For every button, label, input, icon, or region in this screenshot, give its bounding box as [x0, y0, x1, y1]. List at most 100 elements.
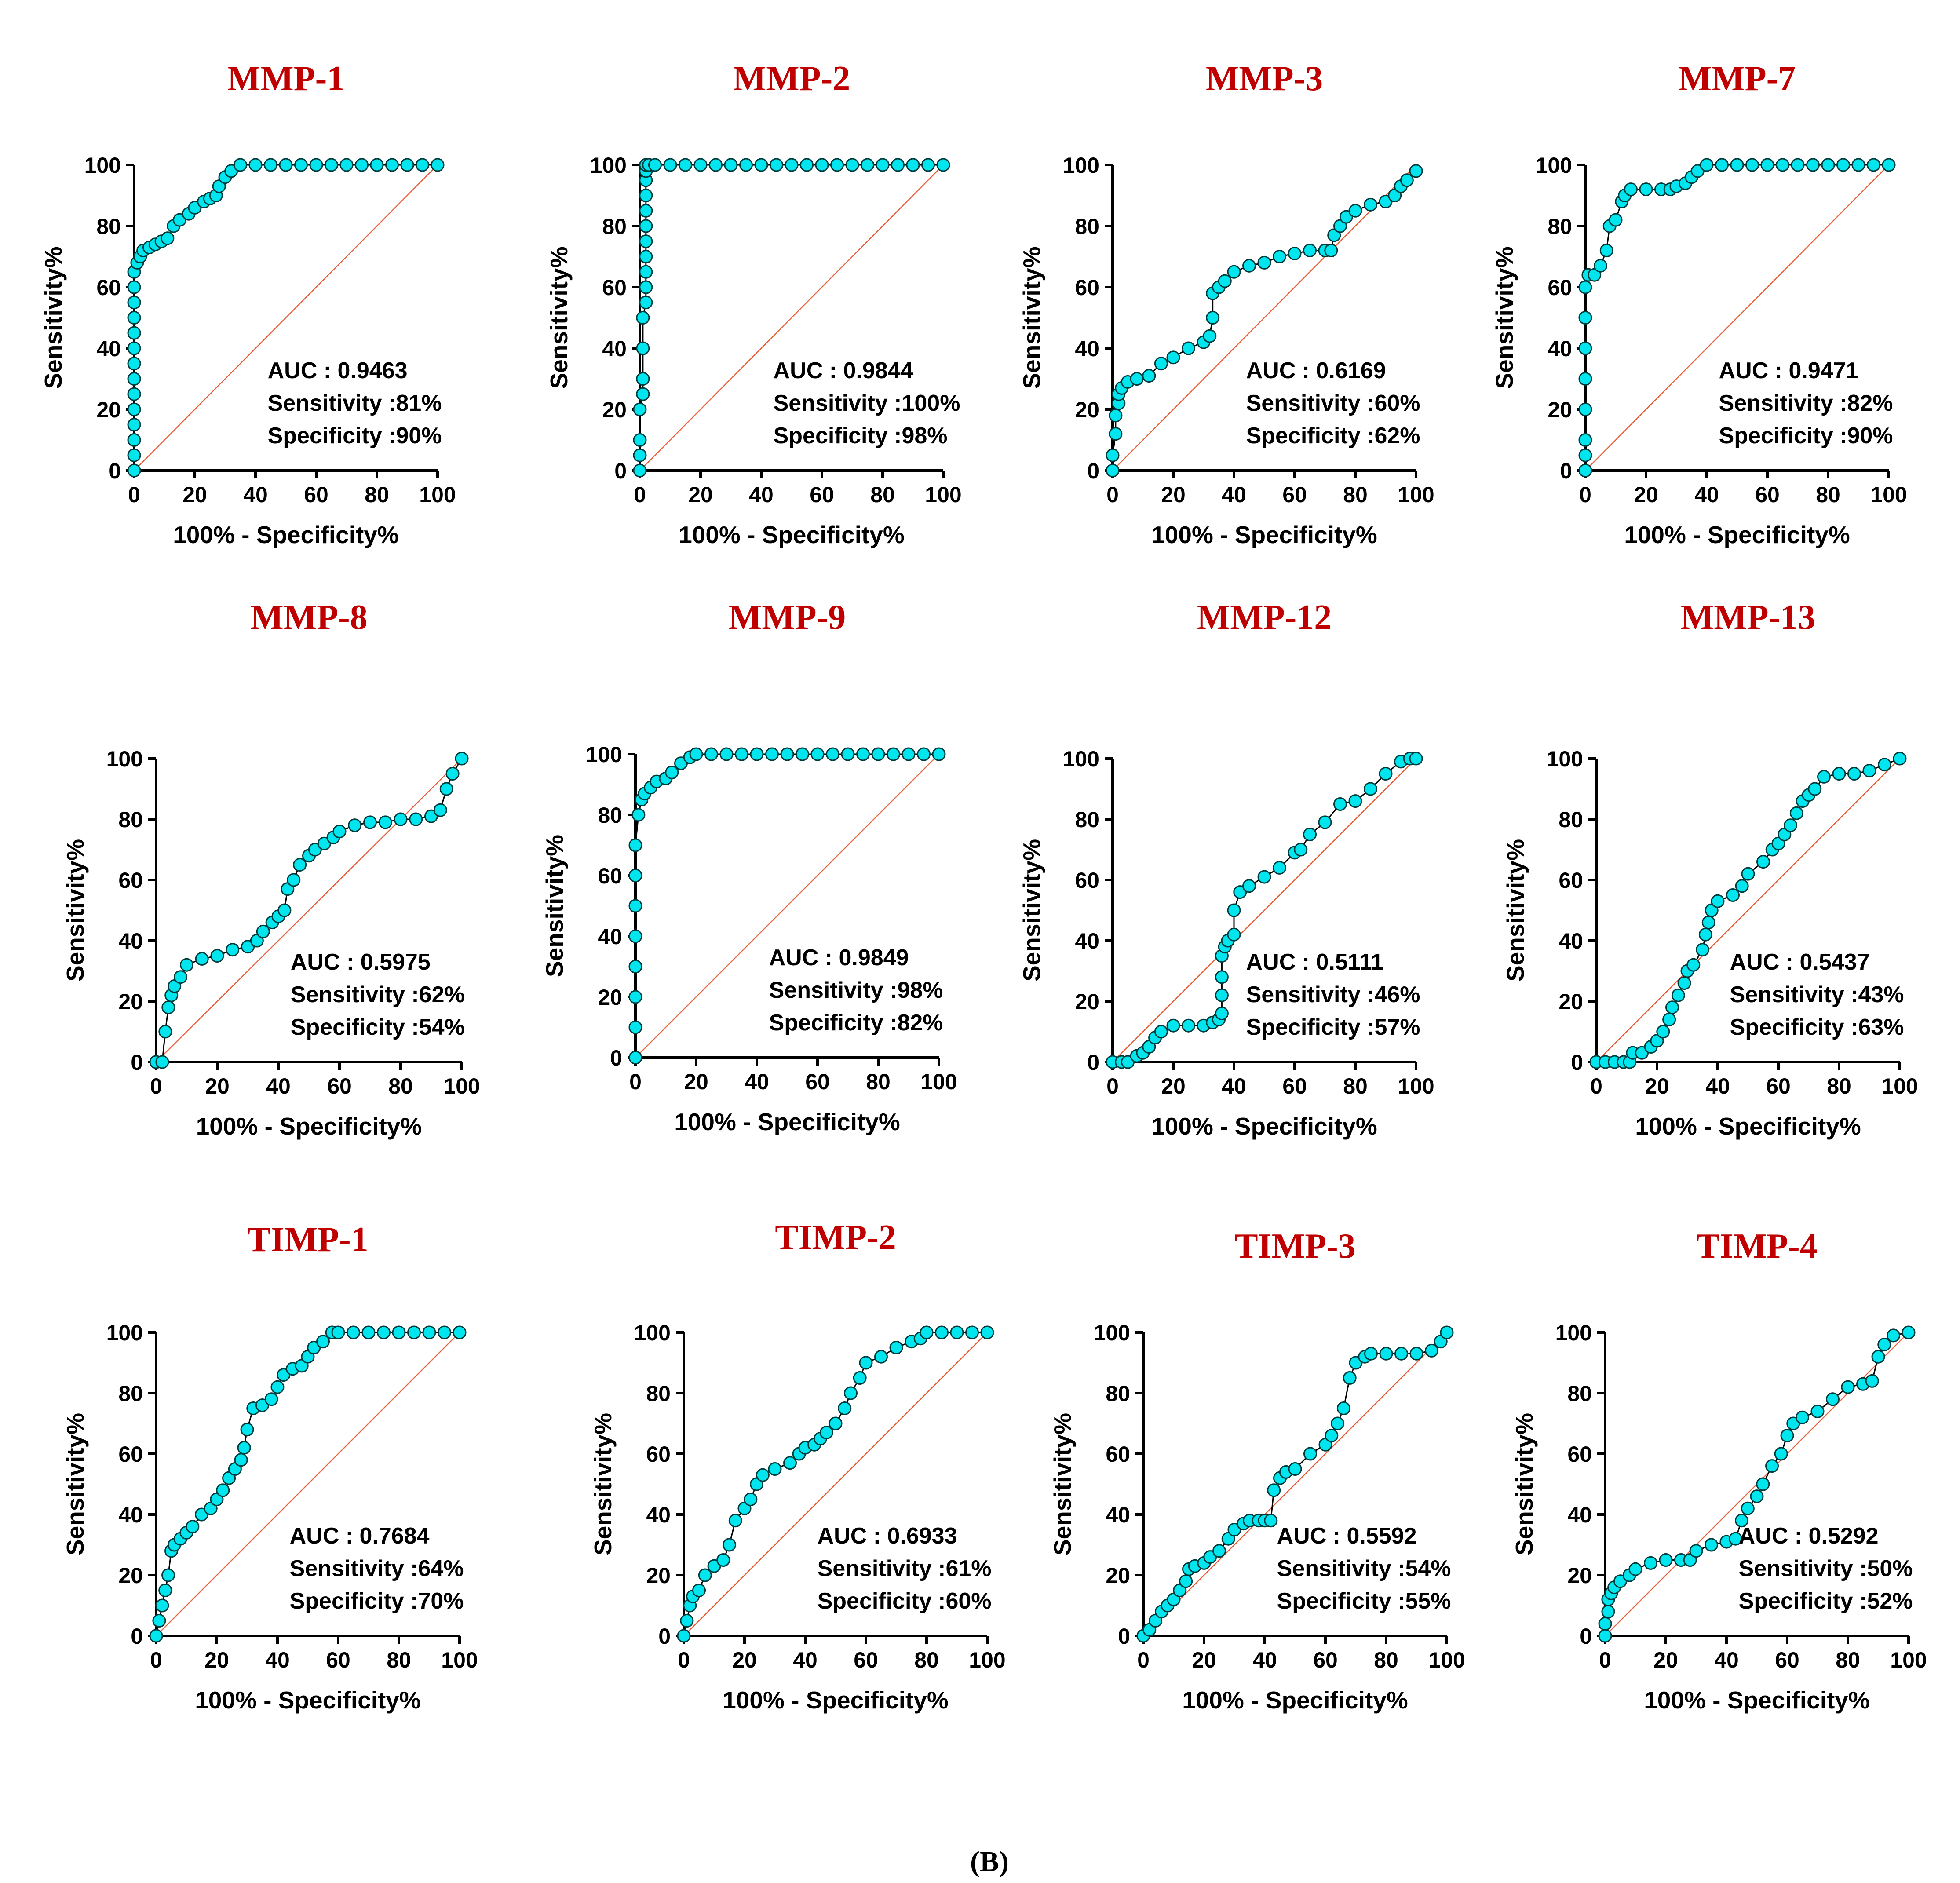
x-tick-label: 100 [925, 482, 961, 507]
roc-point [385, 158, 399, 172]
roc-point [1756, 1477, 1770, 1491]
y-tick-label: 60 [118, 1442, 143, 1467]
roc-point [1578, 372, 1592, 386]
roc-point [453, 1325, 467, 1339]
reference-diagonal-line [1112, 758, 1416, 1062]
x-tick-label: 20 [1192, 1648, 1216, 1672]
y-tick-label: 0 [1087, 459, 1099, 483]
roc-point [309, 158, 323, 172]
roc-point [422, 1325, 436, 1339]
roc-point [639, 280, 653, 294]
y-axis-label: Sensitivity% [541, 835, 568, 977]
roc-point [1808, 782, 1822, 796]
stat-auc: AUC : 0.9471 [1719, 358, 1859, 383]
x-tick-label: 40 [745, 1069, 769, 1094]
x-tick-label: 20 [204, 1648, 229, 1672]
y-tick-label: 0 [1560, 459, 1572, 483]
x-tick-label: 40 [1705, 1074, 1730, 1098]
roc-point [679, 158, 692, 172]
roc-point [186, 1520, 200, 1534]
y-axis-label: Sensitivity% [62, 839, 89, 982]
roc-point [1578, 280, 1592, 294]
roc-point [1862, 764, 1876, 778]
roc-point [1182, 341, 1195, 355]
roc-point [1288, 1462, 1302, 1476]
roc-point [1594, 259, 1607, 273]
stat-auc: AUC : 0.9849 [769, 945, 909, 971]
roc-point [1826, 1392, 1840, 1406]
roc-panel: MMP-3 0 20 40 60 80 100 0 20 40 60 80 100 100% - Spec… [1018, 59, 1434, 548]
x-tick-label: 0 [1599, 1648, 1611, 1672]
roc-point [639, 204, 653, 218]
y-tick-label: 60 [1075, 275, 1099, 300]
roc-point [332, 825, 347, 839]
x-tick-label: 20 [684, 1069, 708, 1094]
x-tick-label: 20 [1161, 482, 1186, 507]
x-tick-label: 80 [365, 482, 389, 507]
y-tick-label: 80 [1559, 807, 1583, 832]
roc-point [1598, 1629, 1612, 1643]
reference-diagonal-line [1585, 164, 1889, 471]
y-axis-label: Sensitivity% [545, 246, 573, 389]
roc-point [1578, 463, 1592, 478]
roc-point [248, 158, 263, 172]
roc-point [1711, 894, 1725, 908]
x-tick-label: 60 [1775, 1648, 1799, 1672]
x-axis-label: 100% - Specificity% [196, 1113, 422, 1140]
stat-sensitivity: Sensitivity :60% [1246, 390, 1420, 416]
y-tick-label: 100 [106, 1321, 143, 1345]
x-axis-label: 100% - Specificity% [1151, 521, 1377, 548]
roc-point [628, 1051, 642, 1065]
y-tick-label: 40 [1075, 929, 1099, 953]
stat-sensitivity: Sensitivity :64% [290, 1556, 464, 1581]
reference-diagonal-line [134, 164, 438, 471]
y-tick-label: 60 [96, 275, 121, 300]
x-tick-label: 40 [1252, 1648, 1277, 1672]
stat-auc: AUC : 0.6169 [1246, 358, 1386, 383]
roc-point [294, 158, 308, 172]
roc-point [407, 1325, 421, 1339]
x-axis-label: 100% - Specificity% [1644, 1686, 1870, 1714]
x-tick-label: 60 [304, 482, 328, 507]
y-tick-label: 60 [602, 275, 627, 300]
roc-point [744, 1493, 758, 1506]
roc-point [1364, 782, 1377, 796]
roc-panel: MMP-9 0 20 40 60 80 100 0 20 40 60 80 100 100% - Spec… [541, 598, 957, 1135]
y-tick-label: 0 [1118, 1624, 1130, 1649]
roc-point [677, 1629, 691, 1643]
roc-point [1821, 158, 1835, 172]
x-tick-label: 100 [1398, 1074, 1434, 1098]
panel-title: MMP-1 [227, 59, 345, 98]
roc-point [631, 808, 646, 822]
roc-point [155, 1055, 169, 1069]
y-tick-label: 40 [1548, 336, 1572, 361]
y-axis-label: Sensitivity% [1502, 839, 1529, 982]
stat-specificity: Specificity :90% [1719, 423, 1893, 449]
roc-point [277, 903, 292, 917]
y-tick-label: 40 [1567, 1503, 1592, 1527]
x-tick-label: 100 [1428, 1648, 1465, 1672]
reference-diagonal-line [156, 1332, 460, 1636]
roc-point [1218, 274, 1232, 288]
roc-point [830, 158, 844, 172]
y-tick-label: 100 [590, 153, 627, 178]
roc-point [765, 747, 779, 761]
roc-point [1578, 341, 1592, 355]
stat-specificity: Specificity :98% [774, 423, 948, 449]
roc-point [1257, 870, 1271, 884]
roc-point [1379, 767, 1393, 781]
roc-point [1409, 752, 1423, 766]
roc-point [264, 158, 277, 172]
roc-point [1303, 1447, 1317, 1461]
roc-point [394, 812, 408, 826]
roc-point [1179, 1574, 1193, 1588]
roc-point [1836, 158, 1850, 172]
roc-point [891, 158, 905, 172]
x-tick-label: 100 [1890, 1648, 1927, 1672]
stat-auc: AUC : 0.9844 [774, 358, 913, 383]
roc-point [1791, 158, 1805, 172]
roc-point [127, 326, 141, 340]
y-tick-label: 40 [1106, 1503, 1130, 1527]
roc-point [158, 1584, 172, 1597]
x-axis-label: 100% - Specificity% [173, 521, 399, 548]
